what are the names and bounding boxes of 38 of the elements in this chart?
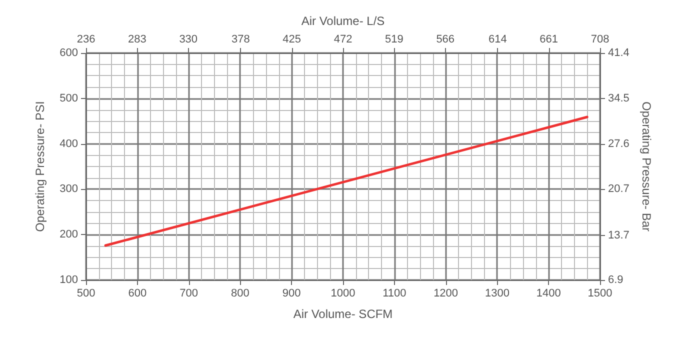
x-tick-label: 500 bbox=[76, 288, 96, 300]
y-tick-label: 600 bbox=[60, 47, 78, 59]
x-tick-label: 800 bbox=[231, 288, 250, 300]
x-tick-label: 1000 bbox=[330, 288, 356, 300]
x2-tick-label: 425 bbox=[282, 34, 301, 46]
x2-axis-title: Air Volume- L/S bbox=[301, 14, 385, 28]
y-tick-label: 500 bbox=[60, 92, 78, 104]
x-tick-label: 1300 bbox=[484, 288, 510, 300]
x2-tick-label: 378 bbox=[231, 34, 250, 46]
y-axis-title: Operating Pressure- PSI bbox=[33, 101, 47, 232]
x-tick-label: 700 bbox=[180, 288, 198, 300]
x2-tick-label: 708 bbox=[590, 34, 610, 46]
x-tick-label: 1400 bbox=[536, 288, 561, 300]
y2-tick-label: 6.9 bbox=[608, 274, 624, 286]
y2-tick-label: 27.6 bbox=[608, 138, 630, 150]
y2-axis-title: Operating Pressure- Bar bbox=[639, 101, 654, 232]
x2-tick-label: 236 bbox=[76, 34, 96, 46]
y2-tick-label: 13.7 bbox=[608, 229, 630, 242]
y2-tick-label: 34.5 bbox=[608, 92, 630, 104]
x2-tick-label: 330 bbox=[179, 34, 198, 46]
x2-tick-label: 519 bbox=[385, 34, 404, 46]
y2-tick-label: 41.4 bbox=[608, 47, 630, 59]
y-tick-label: 100 bbox=[60, 274, 78, 286]
x-tick-label: 1100 bbox=[382, 288, 406, 300]
y-tick-label: 200 bbox=[60, 228, 78, 241]
x2-tick-label: 661 bbox=[540, 34, 558, 46]
y-tick-label: 400 bbox=[60, 138, 78, 150]
y-tick-label: 300 bbox=[60, 183, 78, 196]
x2-tick-label: 566 bbox=[436, 34, 455, 46]
x2-tick-label: 614 bbox=[488, 34, 507, 46]
x-axis-title: Air Volume- SCFM bbox=[293, 307, 393, 321]
x-tick-label: 1200 bbox=[434, 288, 458, 300]
x-tick-label: 1500 bbox=[588, 288, 612, 300]
x2-tick-label: 472 bbox=[334, 34, 352, 46]
x2-tick-label: 283 bbox=[128, 34, 146, 46]
x-tick-label: 600 bbox=[128, 288, 147, 300]
y2-tick-label: 20.7 bbox=[608, 183, 630, 196]
x-tick-label: 900 bbox=[282, 288, 301, 300]
